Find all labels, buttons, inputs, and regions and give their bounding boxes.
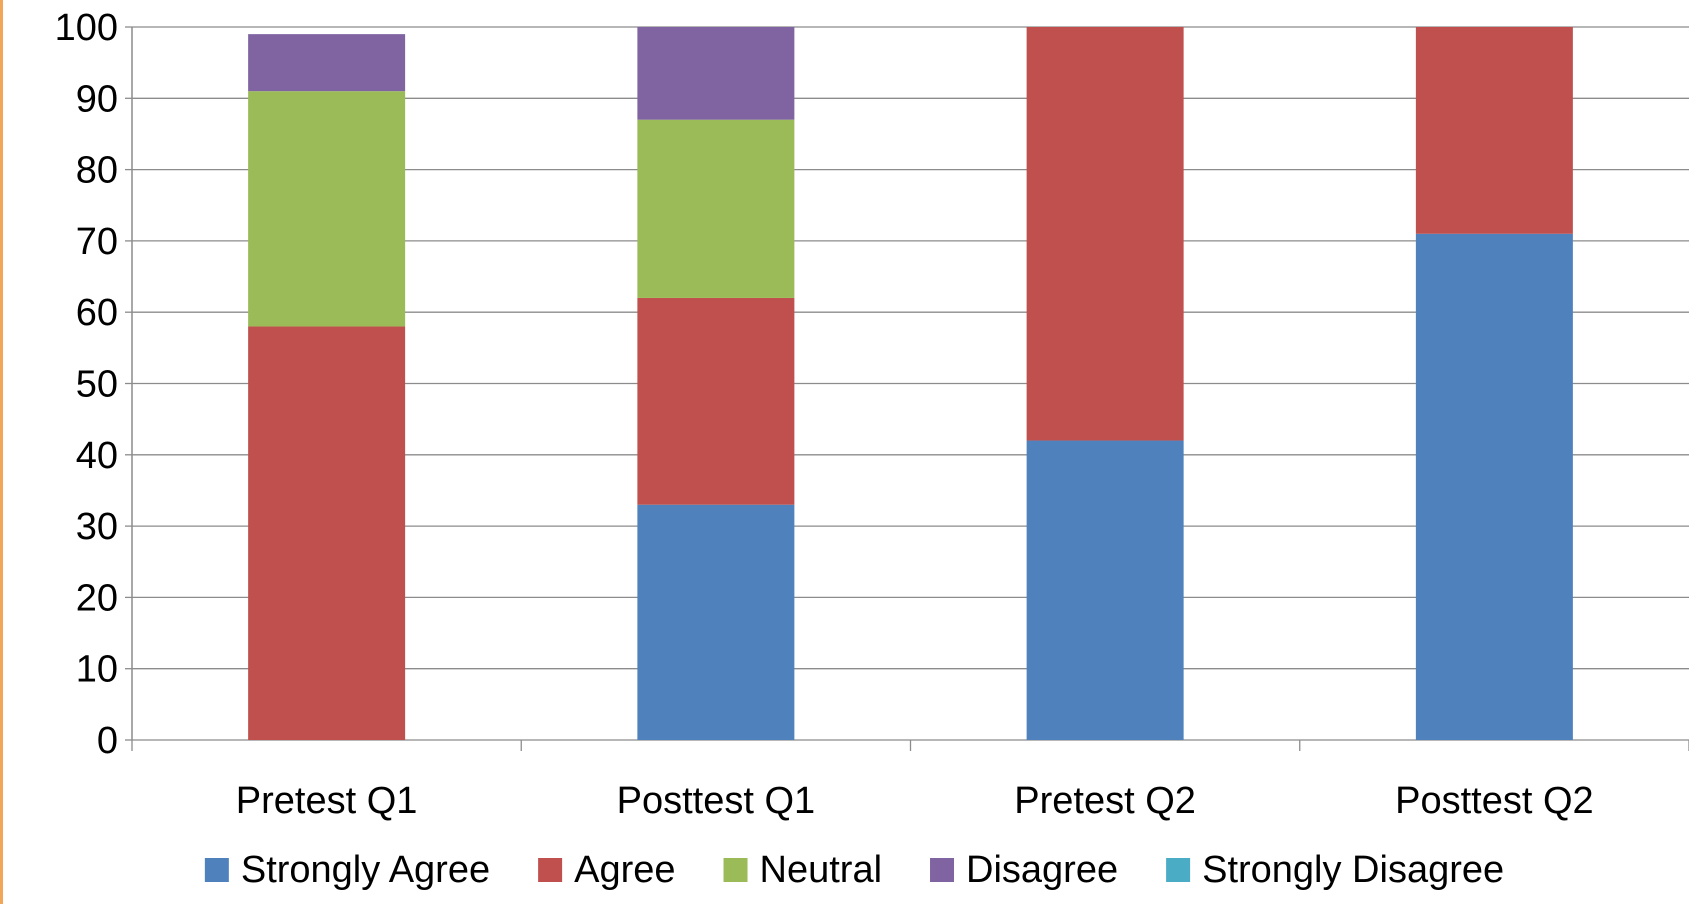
- legend-swatch: [1166, 858, 1191, 882]
- y-tick-label: 100: [55, 7, 118, 49]
- bar-segment-neutral-pretest-q1: [248, 91, 406, 327]
- y-tick-label: 10: [76, 649, 118, 691]
- x-tick-label: Posttest Q1: [617, 780, 816, 822]
- bar-segment-agree-posttest-q1: [637, 297, 795, 505]
- x-tick-label: Pretest Q2: [1014, 780, 1196, 822]
- bar-segment-agree-pretest-q2: [1026, 27, 1184, 441]
- bar-segment-strongly-agree-pretest-q2: [1026, 440, 1184, 740]
- bar-segment-strongly-agree-posttest-q1: [637, 504, 795, 740]
- y-tick-label: 90: [76, 78, 118, 120]
- legend-swatch: [538, 858, 563, 882]
- bar-segment-neutral-posttest-q1: [637, 119, 795, 298]
- legend-swatch: [723, 858, 748, 882]
- bar-segment-agree-pretest-q1: [248, 326, 406, 740]
- legend-label: Strongly Disagree: [1202, 849, 1504, 891]
- legend-swatch: [930, 858, 955, 882]
- y-tick-label: 0: [97, 720, 118, 762]
- y-tick-label: 60: [76, 292, 118, 334]
- y-tick-label: 20: [76, 577, 118, 619]
- y-tick-label: 30: [76, 506, 118, 548]
- bar-segment-strongly-agree-posttest-q2: [1415, 233, 1573, 740]
- y-tick-label: 70: [76, 221, 118, 263]
- y-tick-label: 80: [76, 150, 118, 192]
- y-tick-label: 50: [76, 364, 118, 406]
- bar-segment-agree-posttest-q2: [1415, 27, 1573, 234]
- left-border-accent: [0, 0, 3, 904]
- legend-swatch: [204, 858, 229, 882]
- bar-segment-disagree-posttest-q1: [637, 27, 795, 120]
- y-tick-label: 40: [76, 435, 118, 477]
- x-tick-label: Pretest Q1: [236, 780, 418, 822]
- legend-label: Neutral: [760, 849, 883, 891]
- legend-label: Disagree: [966, 849, 1118, 891]
- legend-label: Agree: [574, 849, 675, 891]
- bar-segment-disagree-pretest-q1: [248, 34, 406, 92]
- x-tick-label: Posttest Q2: [1395, 780, 1594, 822]
- legend-label: Strongly Agree: [241, 849, 490, 891]
